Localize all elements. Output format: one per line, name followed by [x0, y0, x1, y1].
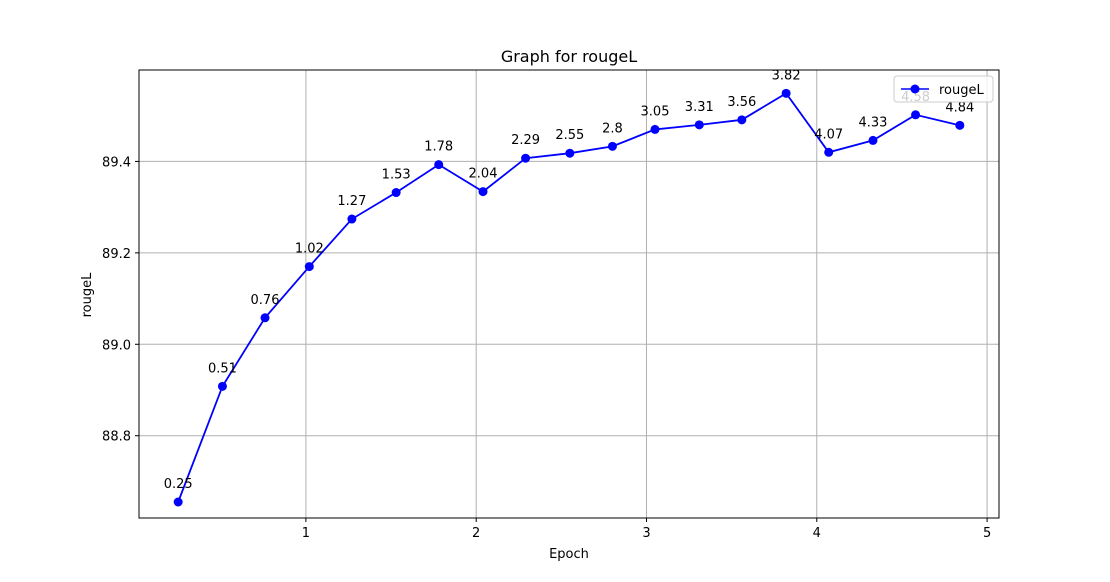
data-point — [911, 110, 921, 120]
data-label: 3.82 — [772, 68, 801, 83]
data-label: 1.02 — [295, 242, 324, 257]
data-label: 3.56 — [727, 95, 756, 110]
y-tick-label: 89.4 — [102, 155, 131, 170]
axis-ticks: 1 2 3 4 5 88.8 89.0 89.2 89.4 — [102, 155, 991, 541]
data-point — [347, 214, 357, 224]
data-point — [955, 120, 965, 130]
data-point — [304, 262, 314, 272]
data-label: 1.27 — [337, 194, 366, 209]
data-label: 2.55 — [555, 128, 584, 143]
data-point — [737, 115, 747, 125]
series-rougeL — [173, 88, 965, 507]
data-point — [391, 188, 401, 198]
legend-label: rougeL — [939, 83, 985, 98]
data-label: 2.8 — [602, 121, 623, 136]
data-point — [478, 187, 488, 197]
x-axis-label: Epoch — [549, 547, 589, 562]
chart-title: Graph for rougeL — [501, 47, 637, 66]
x-tick-label: 2 — [472, 526, 480, 541]
data-label: 1.53 — [382, 168, 411, 183]
grid — [139, 70, 999, 518]
data-label: 4.33 — [859, 115, 888, 130]
y-tick-label: 89.2 — [102, 247, 131, 262]
data-label: 2.04 — [469, 167, 498, 182]
data-label: 0.25 — [164, 477, 193, 492]
data-point — [260, 313, 270, 323]
data-label: 3.31 — [685, 100, 714, 115]
data-label: 1.78 — [424, 140, 453, 155]
y-tick-label: 88.8 — [102, 430, 131, 445]
x-tick-label: 1 — [302, 526, 310, 541]
data-label: 2.29 — [511, 133, 540, 148]
x-tick-label: 4 — [813, 526, 821, 541]
data-label: 4.07 — [814, 127, 843, 142]
y-tick-label: 89.0 — [102, 338, 131, 353]
data-label: 0.76 — [251, 293, 280, 308]
data-point — [565, 148, 575, 158]
data-point — [650, 124, 660, 134]
data-point — [694, 120, 704, 130]
legend: rougeL — [893, 75, 994, 103]
data-point — [781, 88, 791, 98]
data-label: 4.84 — [945, 100, 974, 115]
y-axis-label: rougeL — [80, 272, 95, 318]
data-point — [868, 135, 878, 145]
data-point — [824, 147, 834, 157]
x-tick-label: 3 — [642, 526, 650, 541]
data-label: 3.05 — [641, 104, 670, 119]
data-point — [173, 497, 183, 507]
data-point — [217, 381, 227, 391]
data-point — [607, 141, 617, 151]
x-tick-label: 5 — [983, 526, 991, 541]
data-label: 0.51 — [208, 361, 237, 376]
legend-marker — [910, 84, 920, 94]
point-labels: 0.25 0.51 0.76 1.02 1.27 1.53 1.78 2.04 2.29 2.55… — [164, 68, 975, 492]
data-point — [434, 160, 444, 170]
plot-area — [138, 69, 1000, 519]
data-point — [521, 153, 531, 163]
legend-box — [893, 75, 994, 103]
